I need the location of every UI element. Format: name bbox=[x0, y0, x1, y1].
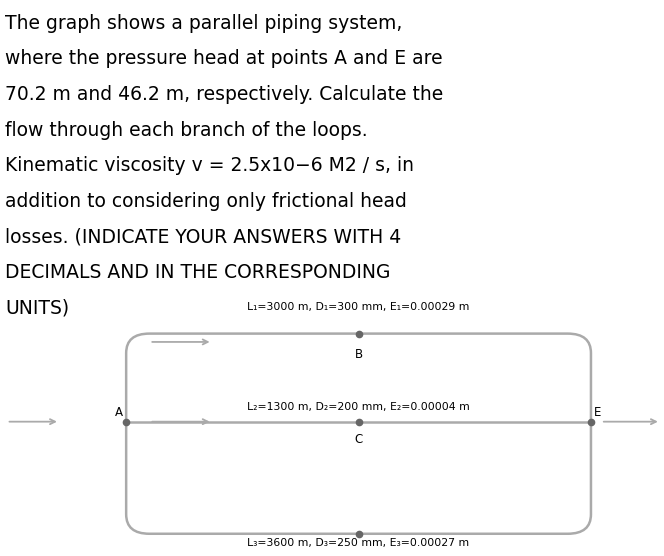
Text: 70.2 m and 46.2 m, respectively. Calculate the: 70.2 m and 46.2 m, respectively. Calcula… bbox=[5, 85, 444, 104]
Text: UNITS): UNITS) bbox=[5, 299, 70, 317]
Text: B: B bbox=[355, 348, 363, 360]
Text: L₂=1300 m, D₂=200 mm, E₂=0.00004 m: L₂=1300 m, D₂=200 mm, E₂=0.00004 m bbox=[247, 401, 470, 411]
Text: where the pressure head at points A and E are: where the pressure head at points A and … bbox=[5, 49, 443, 68]
Text: flow through each branch of the loops.: flow through each branch of the loops. bbox=[5, 121, 368, 140]
Text: C: C bbox=[355, 433, 363, 446]
Text: addition to considering only frictional head: addition to considering only frictional … bbox=[5, 192, 407, 211]
Text: DECIMALS AND IN THE CORRESPONDING: DECIMALS AND IN THE CORRESPONDING bbox=[5, 263, 391, 282]
Text: L₁=3000 m, D₁=300 mm, E₁=0.00029 m: L₁=3000 m, D₁=300 mm, E₁=0.00029 m bbox=[248, 302, 469, 312]
Text: Kinematic viscosity v = 2.5x10−6 M2 / s, in: Kinematic viscosity v = 2.5x10−6 M2 / s,… bbox=[5, 156, 414, 175]
Text: L₃=3600 m, D₃=250 mm, E₃=0.00027 m: L₃=3600 m, D₃=250 mm, E₃=0.00027 m bbox=[248, 538, 469, 548]
Text: The graph shows a parallel piping system,: The graph shows a parallel piping system… bbox=[5, 14, 402, 33]
Text: A: A bbox=[115, 406, 123, 419]
Text: E: E bbox=[594, 406, 602, 419]
Text: losses. (INDICATE YOUR ANSWERS WITH 4: losses. (INDICATE YOUR ANSWERS WITH 4 bbox=[5, 227, 402, 246]
